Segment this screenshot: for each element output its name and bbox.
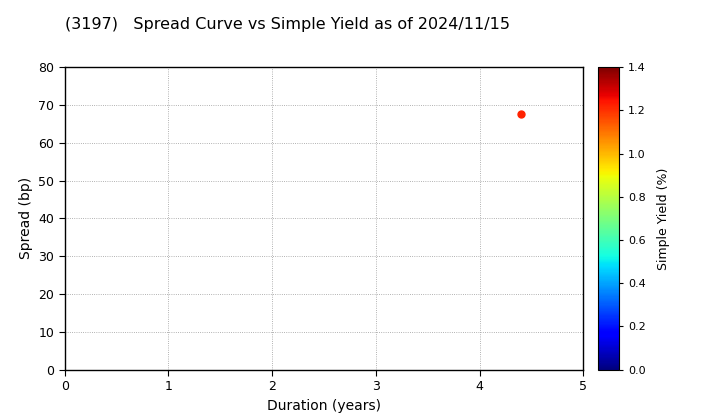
Text: (3197)   Spread Curve vs Simple Yield as of 2024/11/15: (3197) Spread Curve vs Simple Yield as o… bbox=[65, 17, 510, 32]
Y-axis label: Spread (bp): Spread (bp) bbox=[19, 177, 33, 260]
Point bbox=[516, 111, 527, 118]
Y-axis label: Simple Yield (%): Simple Yield (%) bbox=[657, 167, 670, 270]
X-axis label: Duration (years): Duration (years) bbox=[267, 399, 381, 412]
